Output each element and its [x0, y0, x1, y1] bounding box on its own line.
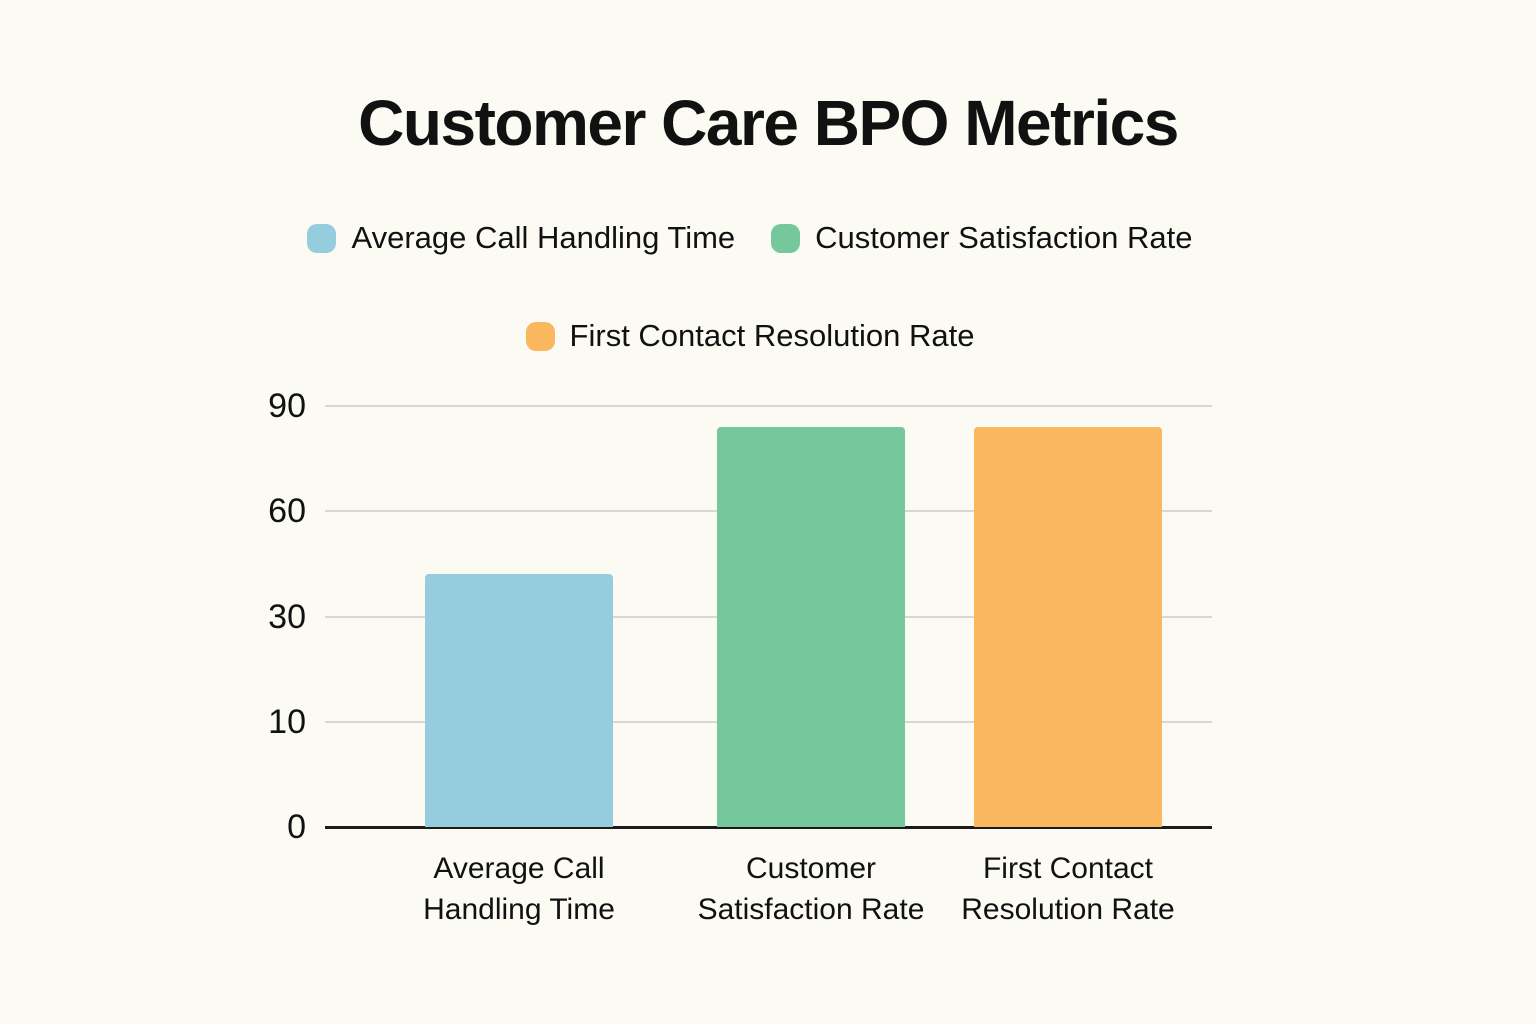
x-axis-line	[325, 826, 1212, 829]
gridline-90	[325, 405, 1212, 407]
legend-label: First Contact Resolution Rate	[569, 318, 975, 353]
y-tick-label-10: 10	[268, 702, 306, 741]
x-axis-label-average-call-handling-time: Average Call Handling Time	[359, 848, 679, 930]
bar-average-call-handling-time	[425, 574, 613, 827]
legend-item: Customer Satisfaction Rate	[771, 220, 1193, 256]
x-axis-label-line: Handling Time	[423, 893, 615, 926]
plot-area	[325, 405, 1212, 829]
y-tick-label-60: 60	[268, 492, 306, 531]
y-tick-label-0: 0	[287, 808, 306, 846]
legend-row-1: Average Call Handling Time Customer Satis…	[250, 220, 1250, 256]
x-axis-label-line: Satisfaction Rate	[697, 893, 925, 926]
x-axis-label-customer-satisfaction-rate: Customer Satisfaction Rate	[651, 848, 971, 930]
legend-item: First Contact Resolution Rate	[525, 318, 975, 354]
legend-swatch-icon	[771, 223, 801, 253]
x-axis-label-first-contact-resolution-rate: First Contact Resolution Rate	[908, 848, 1228, 930]
y-tick-label-30: 30	[268, 597, 306, 636]
x-axis-label-line: Average Call	[433, 852, 605, 885]
x-axis-label-line: Customer	[745, 852, 877, 885]
legend-label: Customer Satisfaction Rate	[815, 220, 1193, 255]
legend-label: Average Call Handling Time	[351, 220, 736, 255]
legend-item: Average Call Handling Time	[307, 220, 735, 256]
legend-row-2: First Contact Resolution Rate	[250, 318, 1250, 354]
y-tick-label-90: 90	[268, 387, 306, 425]
bar-first-contact-resolution-rate	[974, 427, 1162, 827]
x-axis-label-line: Resolution Rate	[961, 893, 1175, 926]
chart-title: Customer Care BPO Metrics	[358, 87, 1179, 159]
legend-swatch-icon	[307, 223, 337, 253]
bar-customer-satisfaction-rate	[717, 427, 905, 827]
legend-swatch-icon	[525, 321, 555, 351]
x-axis-label-line: First Contact	[982, 852, 1154, 885]
